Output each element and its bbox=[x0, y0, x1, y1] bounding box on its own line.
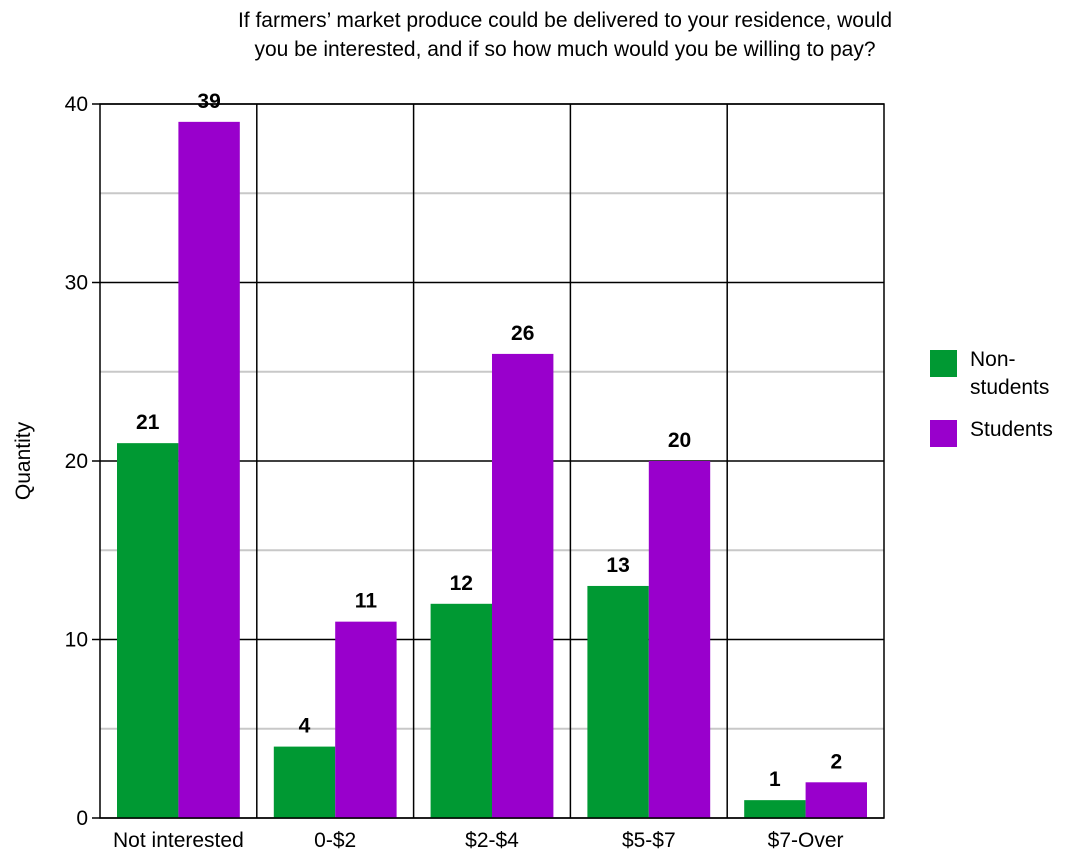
x-tick-label: 0-$2 bbox=[314, 829, 356, 852]
chart-title: If farmers’ market produce could be deli… bbox=[60, 6, 1070, 64]
chart-title-line-1: If farmers’ market produce could be deli… bbox=[237, 9, 893, 32]
data-label: 26 bbox=[511, 322, 534, 345]
chart-title-line-2: you be interested, and if so how much wo… bbox=[254, 38, 876, 61]
legend-label-students: Students bbox=[970, 418, 1053, 441]
legend-label-non-students: Non- students bbox=[970, 348, 1050, 399]
y-axis-label: Quantity bbox=[12, 421, 35, 500]
bar-layer bbox=[117, 121, 867, 819]
bar bbox=[430, 603, 492, 818]
x-tick-label: $2-$4 bbox=[465, 829, 519, 852]
bar bbox=[492, 353, 554, 818]
data-label: 2 bbox=[830, 750, 842, 773]
axis-layer: 0 10 20 30 40 Not interested 0-$2 $2-$4 $5-$7 $7-… bbox=[12, 93, 885, 852]
y-tick-label: 0 bbox=[76, 807, 88, 830]
data-label: 4 bbox=[299, 715, 311, 738]
plot-frame bbox=[99, 103, 885, 819]
data-label: 1 bbox=[769, 768, 781, 791]
bar bbox=[805, 782, 867, 818]
data-label: 11 bbox=[355, 590, 378, 613]
y-tick-label: 30 bbox=[65, 272, 88, 295]
y-tick-label: 40 bbox=[65, 93, 88, 116]
bar bbox=[587, 585, 649, 818]
data-label: 12 bbox=[450, 572, 473, 595]
bar bbox=[178, 121, 240, 819]
data-label: 21 bbox=[136, 411, 160, 434]
y-tick-label: 20 bbox=[65, 450, 88, 473]
x-tick-label: $5-$7 bbox=[622, 829, 676, 852]
bar bbox=[273, 746, 336, 818]
bar bbox=[648, 461, 711, 818]
bar bbox=[335, 621, 397, 818]
x-tick-label: $7-Over bbox=[768, 829, 844, 852]
data-label: 13 bbox=[606, 554, 629, 577]
legend-swatch-students bbox=[930, 420, 957, 447]
legend-swatch-non-students bbox=[930, 350, 957, 377]
data-label: 20 bbox=[668, 429, 691, 452]
data-label: 39 bbox=[197, 90, 220, 113]
bar bbox=[117, 443, 179, 818]
y-tick-label: 10 bbox=[65, 629, 88, 652]
x-tick-label: Not interested bbox=[113, 829, 244, 852]
bar bbox=[744, 800, 806, 818]
